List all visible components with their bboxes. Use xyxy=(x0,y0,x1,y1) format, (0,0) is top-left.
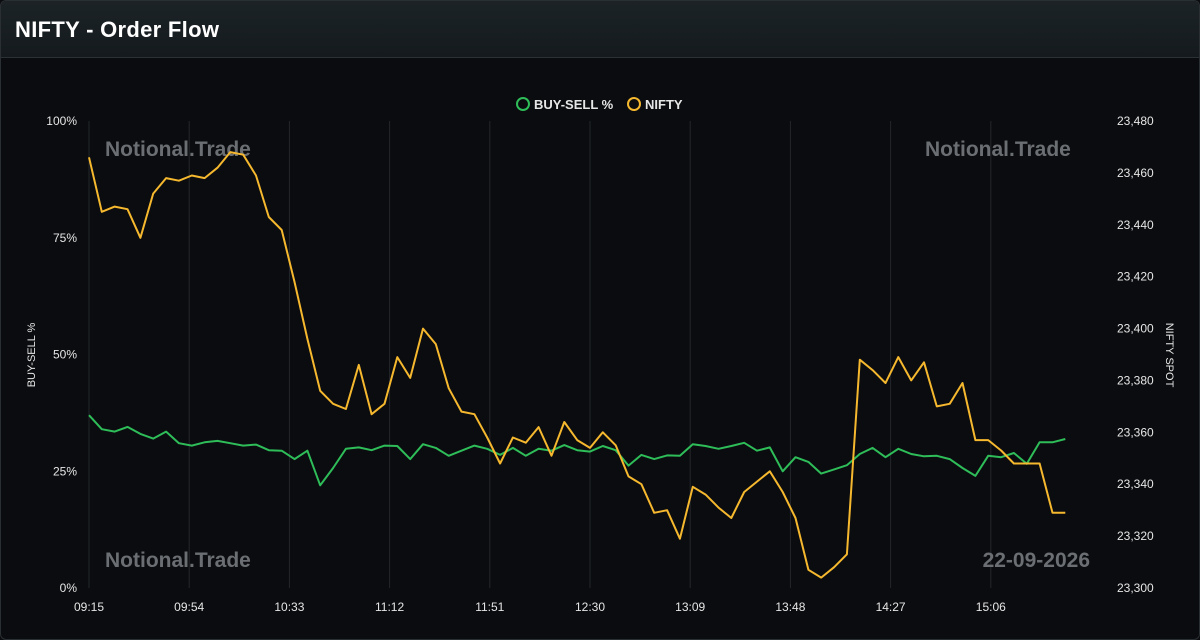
y-right-tick-labels: 23,300 23,320 23,340 23,360 23,380 23,400 23,4… xyxy=(1117,114,1154,595)
watermark-bottom-left: Notional.Trade xyxy=(105,549,251,572)
y-left-axis-title: BUY-SELL % xyxy=(26,322,38,387)
legend-marker-buy-sell xyxy=(516,97,530,111)
page-title: NIFTY - Order Flow xyxy=(15,17,220,42)
watermark-layer: Notional.Trade Notional.Trade Notional.T… xyxy=(105,138,1090,572)
legend-item-nifty[interactable]: NIFTY xyxy=(627,97,683,112)
x-tick-label: 14:27 xyxy=(876,600,906,614)
y-right-tick-label: 23,360 xyxy=(1117,425,1154,439)
legend-label-nifty: NIFTY xyxy=(645,97,683,112)
y-left-tick-labels: 0% 25% 50% 75% 100% xyxy=(46,114,77,595)
legend: BUY-SELL % NIFTY xyxy=(516,97,683,112)
x-tick-label: 13:48 xyxy=(775,600,805,614)
y-left-tick-label: 25% xyxy=(53,464,77,478)
grid-lines xyxy=(88,121,992,588)
series-line-nifty xyxy=(88,151,1066,579)
x-tick-label: 09:54 xyxy=(174,600,204,614)
y-left-tick-label: 50% xyxy=(53,348,77,362)
y-left-tick-label: 0% xyxy=(60,581,78,595)
y-right-axis-title: NIFTY SPOT xyxy=(1163,323,1175,388)
x-tick-label: 13:09 xyxy=(675,600,705,614)
x-tick-label: 09:15 xyxy=(74,600,104,614)
y-right-tick-label: 23,420 xyxy=(1117,270,1154,284)
watermark-top-right: Notional.Trade xyxy=(925,138,1071,161)
watermark-date: 22-09-2026 xyxy=(983,549,1090,572)
legend-item-buy-sell[interactable]: BUY-SELL % xyxy=(516,97,614,112)
y-right-tick-label: 23,480 xyxy=(1117,114,1154,128)
y-right-tick-label: 23,440 xyxy=(1117,218,1154,232)
series-line-buy-sell xyxy=(88,414,1066,487)
y-right-tick-label: 23,380 xyxy=(1117,373,1154,387)
y-left-tick-label: 75% xyxy=(53,231,77,245)
x-tick-label: 12:30 xyxy=(575,600,605,614)
y-left-tick-label: 100% xyxy=(46,114,77,128)
x-tick-labels: 09:15 09:54 10:33 11:12 11:51 12:30 13:09 13:48… xyxy=(74,600,1006,614)
legend-label-buy-sell: BUY-SELL % xyxy=(534,97,614,112)
x-tick-label: 15:06 xyxy=(976,600,1006,614)
y-right-tick-label: 23,300 xyxy=(1117,581,1154,595)
header-bar: NIFTY - Order Flow xyxy=(1,1,1199,58)
watermark-top-left: Notional.Trade xyxy=(105,138,251,161)
x-tick-label: 11:12 xyxy=(375,600,404,614)
y-right-tick-label: 23,340 xyxy=(1117,477,1154,491)
x-tick-label: 11:51 xyxy=(475,600,504,614)
y-right-tick-label: 23,320 xyxy=(1117,529,1154,543)
y-right-tick-label: 23,400 xyxy=(1117,322,1154,336)
y-right-tick-label: 23,460 xyxy=(1117,166,1154,180)
legend-marker-nifty xyxy=(627,97,641,111)
x-tick-label: 10:33 xyxy=(274,600,304,614)
